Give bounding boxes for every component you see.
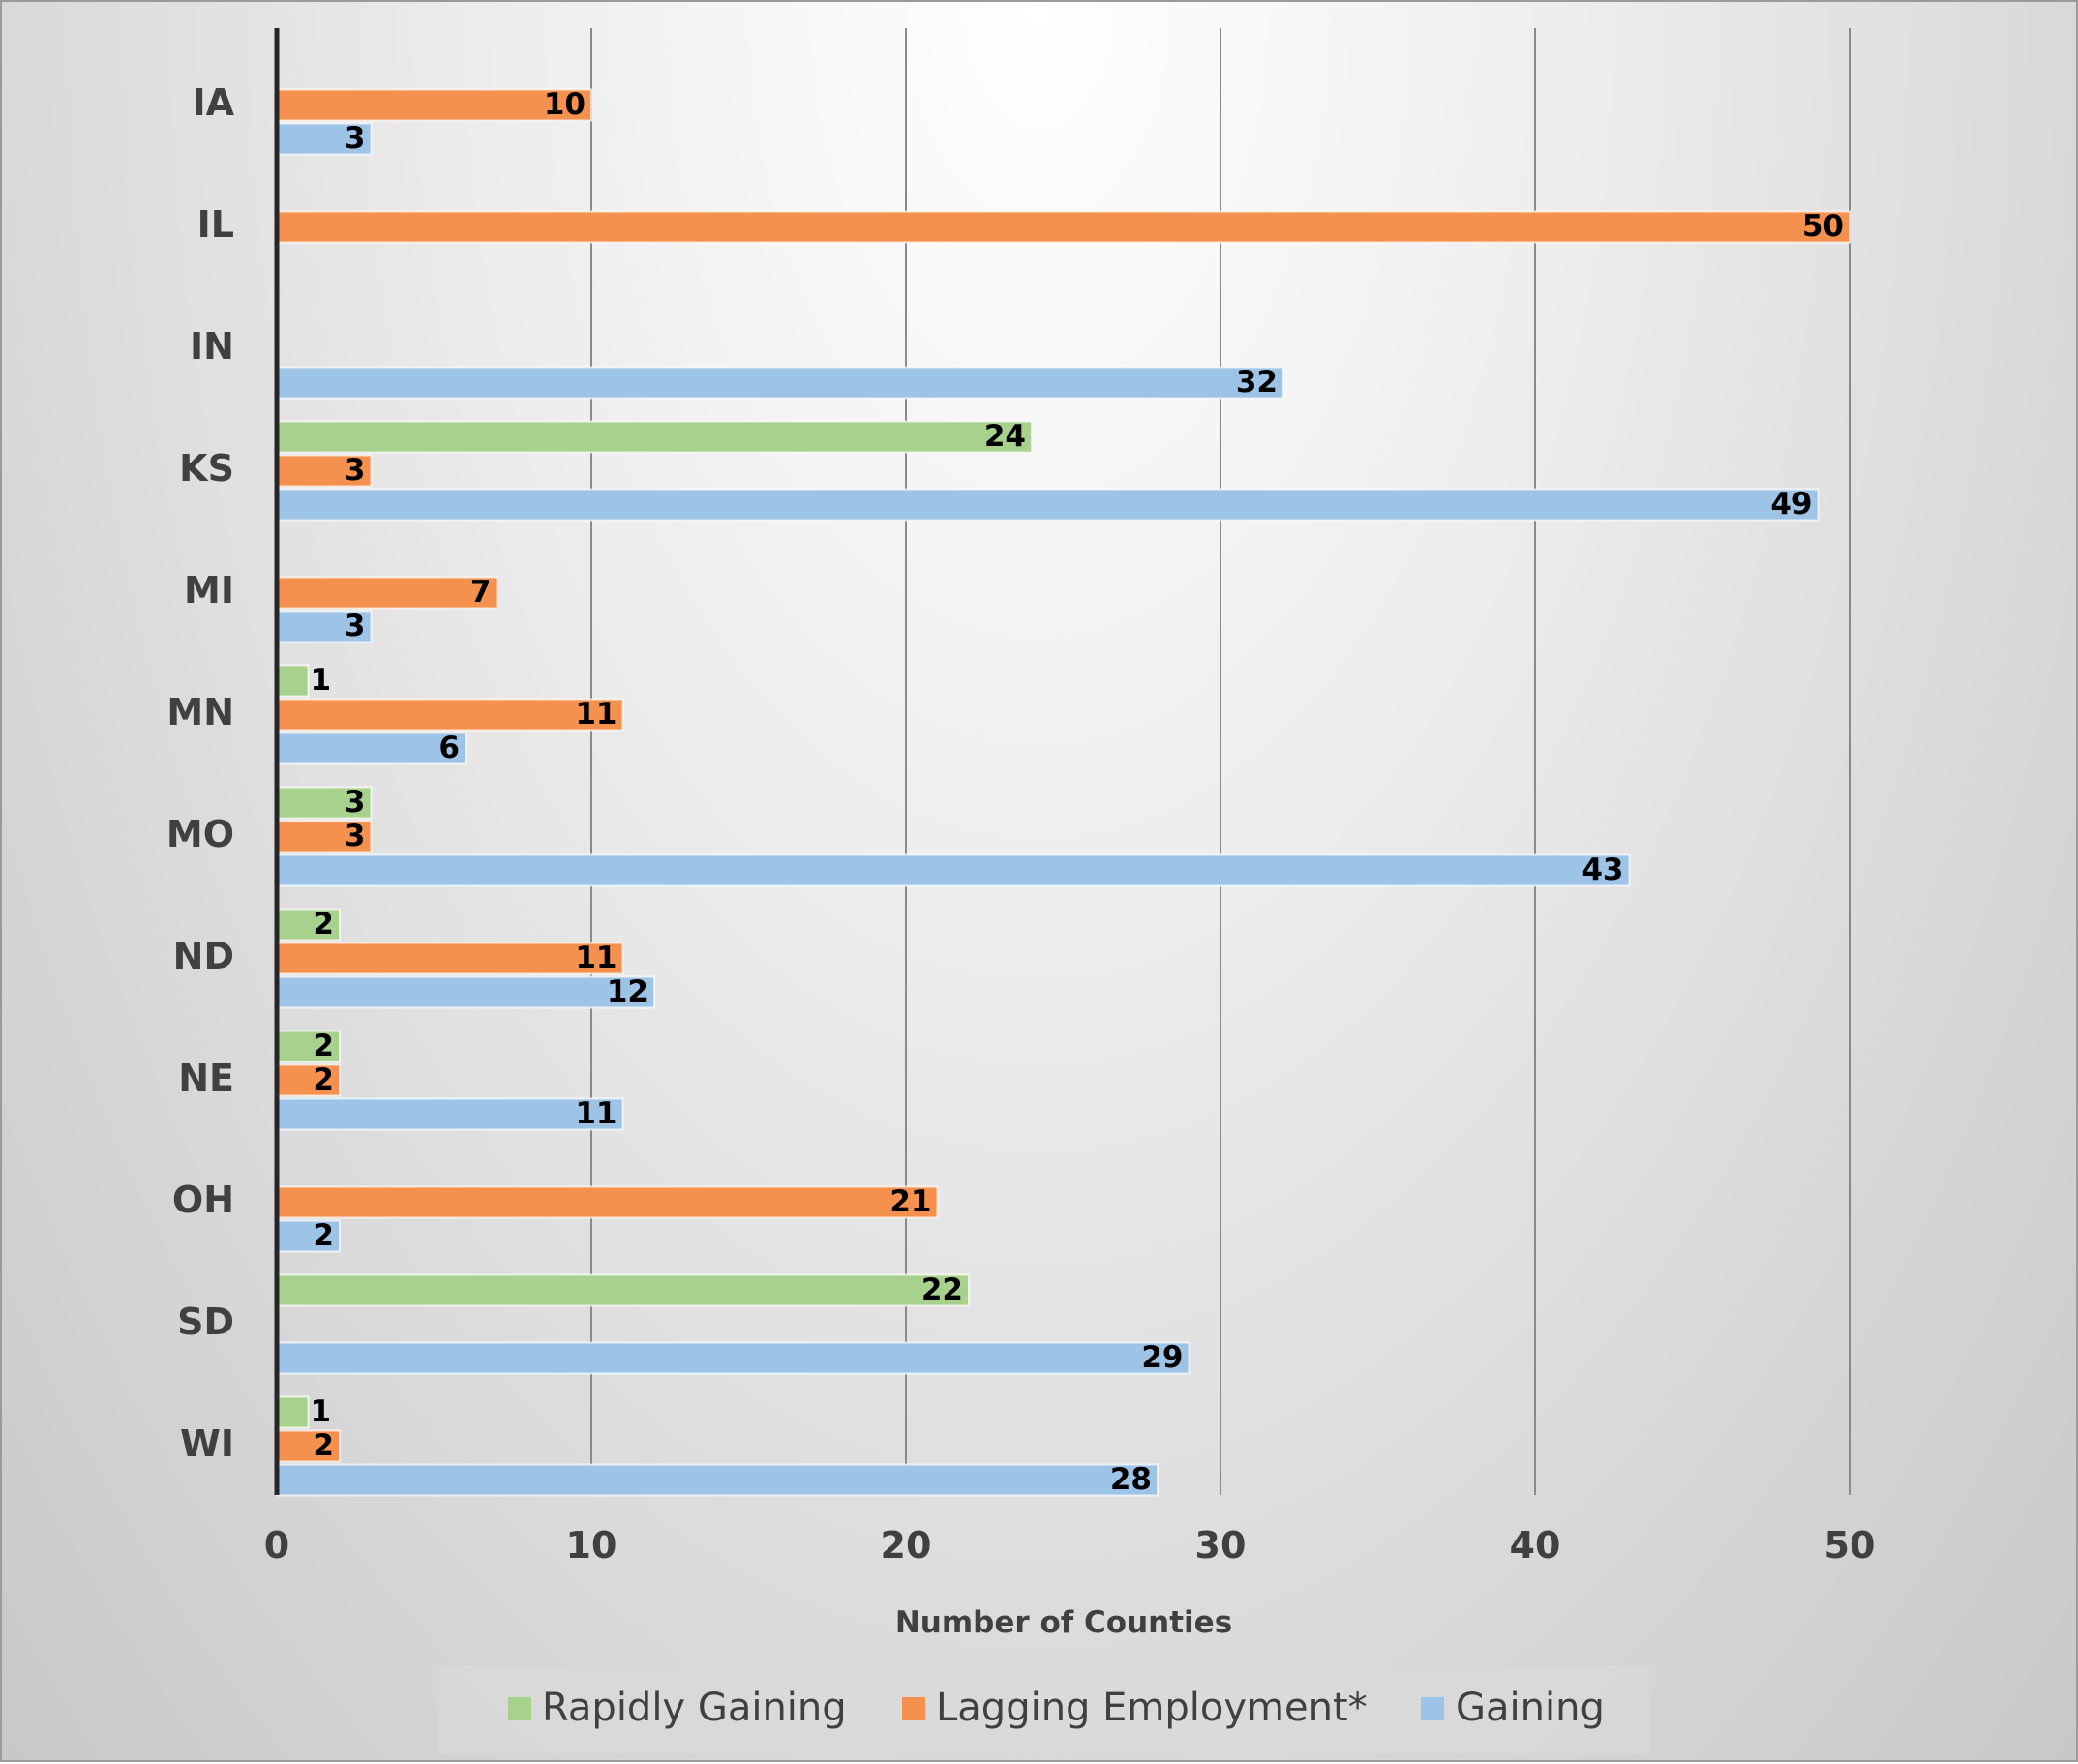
category-label: OH xyxy=(172,1179,234,1221)
data-label: 49 xyxy=(1770,487,1812,522)
data-label: 3 xyxy=(345,453,366,488)
bar xyxy=(276,1273,970,1307)
bar xyxy=(276,908,341,942)
bar xyxy=(276,732,467,765)
category-label: NE xyxy=(178,1057,234,1099)
data-label: 11 xyxy=(575,697,617,732)
x-tick-label: 40 xyxy=(1510,1524,1561,1567)
data-label: 22 xyxy=(921,1272,963,1307)
bar xyxy=(276,420,1033,454)
bar xyxy=(276,1429,341,1463)
data-label: 10 xyxy=(544,87,586,122)
category-label: IL xyxy=(197,203,234,246)
bar xyxy=(276,88,592,122)
data-label: 50 xyxy=(1802,209,1844,244)
category-label: ND xyxy=(173,935,234,977)
bar xyxy=(276,1341,1190,1375)
x-tick-label: 10 xyxy=(566,1524,617,1567)
data-label: 3 xyxy=(345,121,366,156)
legend-label: Lagging Employment* xyxy=(936,1686,1368,1730)
bar xyxy=(276,210,1851,244)
bar xyxy=(276,1185,939,1219)
category-label: MI xyxy=(184,569,234,612)
bar xyxy=(276,698,624,732)
category-label: MN xyxy=(166,691,234,733)
category-label: WI xyxy=(180,1422,234,1465)
bar xyxy=(276,853,1631,887)
data-label: 6 xyxy=(438,731,460,765)
bar xyxy=(276,942,624,975)
data-label: 21 xyxy=(889,1184,931,1219)
data-label: 2 xyxy=(313,1062,334,1097)
data-label: 28 xyxy=(1110,1462,1152,1497)
bar xyxy=(276,1219,341,1253)
bar xyxy=(276,1395,310,1429)
bar xyxy=(276,488,1820,522)
data-label: 32 xyxy=(1236,365,1278,400)
data-label: 3 xyxy=(345,819,366,853)
data-label: 3 xyxy=(345,785,366,820)
category-label: IN xyxy=(190,325,234,368)
bar xyxy=(276,820,373,853)
data-label: 1 xyxy=(311,663,332,698)
legend-swatch xyxy=(508,1697,531,1720)
bar xyxy=(276,1030,341,1063)
data-label: 2 xyxy=(313,907,334,942)
data-label: 2 xyxy=(313,1029,334,1063)
bar xyxy=(276,576,498,610)
legend-box xyxy=(439,1666,1649,1753)
data-label: 29 xyxy=(1141,1340,1183,1375)
data-label: 1 xyxy=(311,1394,332,1429)
data-label: 43 xyxy=(1581,852,1623,887)
x-axis-title: Number of Counties xyxy=(895,1605,1232,1640)
bar xyxy=(276,366,1284,400)
bar xyxy=(276,1463,1159,1497)
data-label: 7 xyxy=(470,575,492,610)
data-label: 12 xyxy=(607,974,648,1009)
category-label: SD xyxy=(177,1301,234,1343)
data-label: 24 xyxy=(984,419,1026,454)
legend-swatch xyxy=(1421,1697,1444,1720)
data-label: 2 xyxy=(313,1428,334,1463)
legend-label: Rapidly Gaining xyxy=(542,1686,847,1730)
data-label: 3 xyxy=(345,609,366,643)
category-label: MO xyxy=(166,813,234,855)
x-tick-label: 50 xyxy=(1824,1524,1876,1567)
category-label: KS xyxy=(179,447,234,490)
legend-swatch xyxy=(902,1697,925,1720)
legend-label: Gaining xyxy=(1456,1686,1605,1730)
bar xyxy=(276,786,373,820)
category-label: IA xyxy=(192,81,234,124)
bar xyxy=(276,975,655,1009)
x-tick-label: 20 xyxy=(881,1524,932,1567)
data-label: 11 xyxy=(575,1096,617,1131)
bar xyxy=(276,1097,624,1131)
bar xyxy=(276,610,373,643)
x-tick-label: 30 xyxy=(1195,1524,1247,1567)
data-label: 2 xyxy=(313,1218,334,1253)
bar xyxy=(276,454,373,488)
x-tick-label: 0 xyxy=(264,1524,289,1567)
data-label: 11 xyxy=(575,941,617,975)
bar xyxy=(276,664,310,698)
